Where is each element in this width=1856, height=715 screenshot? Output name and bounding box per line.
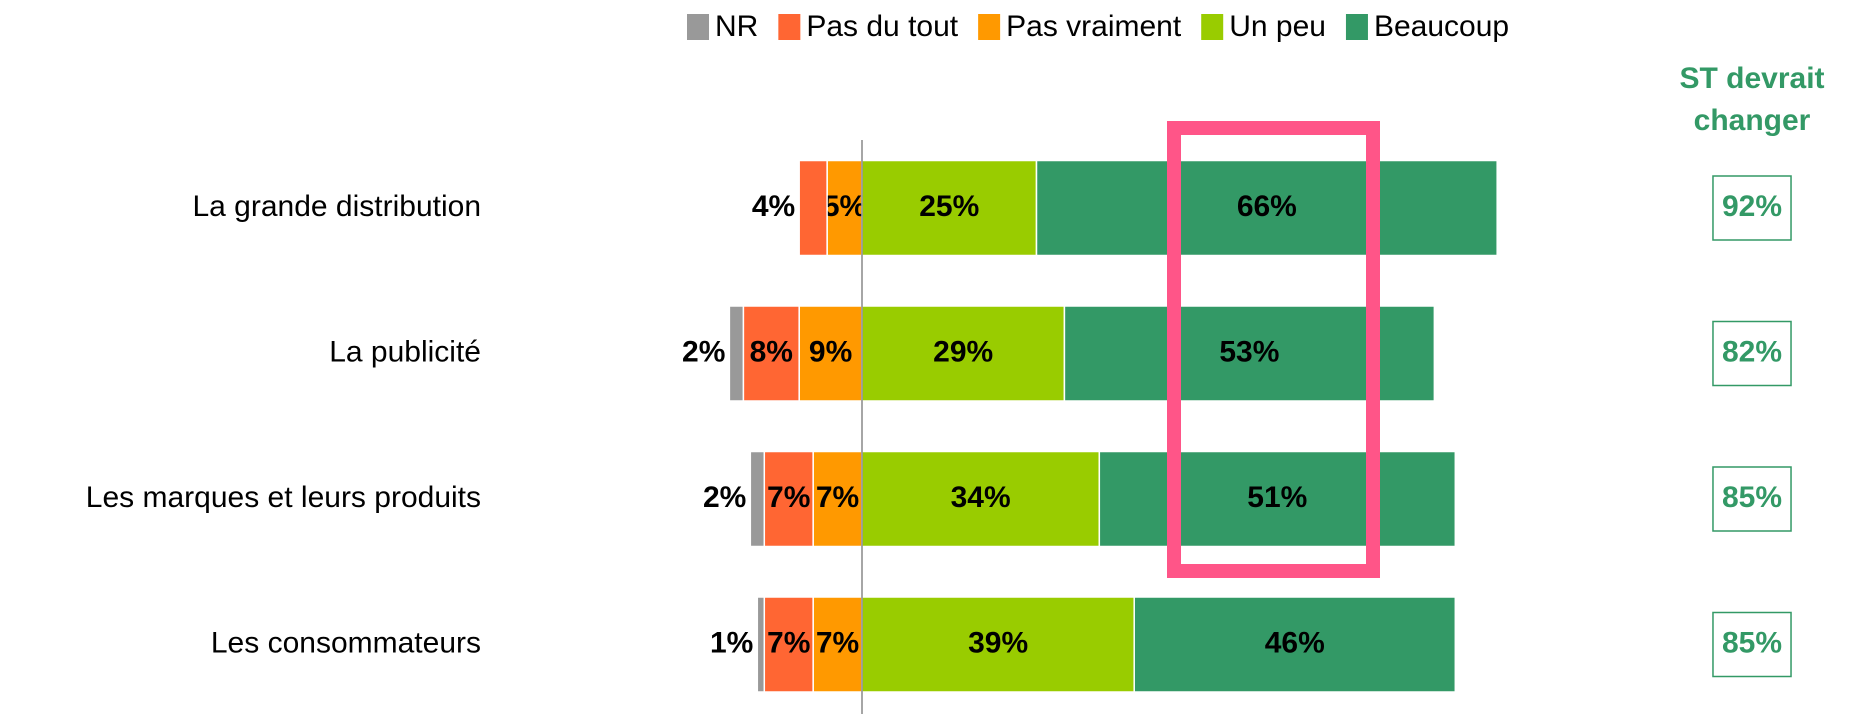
value-label: 7% — [816, 481, 859, 514]
value-label: 25% — [919, 190, 979, 223]
total-box — [1712, 466, 1792, 532]
total-label: 85% — [1722, 481, 1782, 514]
legend-swatch — [778, 14, 801, 40]
legend-label: Un peu — [1229, 10, 1326, 43]
legend-swatch — [687, 14, 709, 40]
value-label: 8% — [750, 335, 793, 368]
legend-label: Beaucoup — [1374, 10, 1509, 43]
bar-segment — [812, 596, 863, 693]
legend-swatch — [1345, 14, 1368, 40]
bar-segment — [1098, 450, 1457, 548]
bar-segment — [756, 596, 766, 693]
bar-segment — [749, 450, 766, 548]
value-label: 46% — [1265, 626, 1325, 659]
value-label: 4% — [752, 190, 795, 223]
value-label: 2% — [703, 481, 746, 514]
bar-segment — [798, 159, 828, 257]
totals-header: ST devrait changer — [1679, 62, 1825, 137]
value-label: 53% — [1219, 335, 1279, 368]
value-label: 7% — [767, 481, 810, 514]
value-label: 39% — [968, 626, 1028, 659]
category-label: Les consommateurs — [211, 626, 481, 659]
total-box — [1712, 320, 1792, 387]
bar-segment — [763, 450, 814, 548]
total-box — [1712, 611, 1792, 678]
value-label: 5% — [823, 190, 866, 223]
bar-segment — [861, 305, 1066, 402]
highlight-box — [1167, 121, 1380, 578]
legend-label: NR — [715, 10, 758, 43]
category-label: Les marques et leurs produits — [86, 481, 481, 514]
category-label: La grande distribution — [192, 190, 481, 223]
bar-segment — [1133, 596, 1457, 693]
value-label: 7% — [816, 626, 859, 659]
value-label: 9% — [809, 335, 852, 368]
bar-segment — [1035, 159, 1498, 257]
value-label: 34% — [951, 481, 1011, 514]
bar-segment — [861, 159, 1038, 257]
bar-segment — [861, 596, 1135, 693]
legend-swatch — [1201, 14, 1224, 40]
total-label: 92% — [1722, 190, 1782, 223]
value-label: 51% — [1247, 481, 1307, 514]
legend-label: Pas du tout — [806, 10, 958, 43]
value-label: 2% — [682, 335, 725, 368]
bar-segment — [728, 305, 745, 402]
total-label: 85% — [1722, 626, 1782, 659]
value-label: 29% — [933, 335, 993, 368]
value-label: 7% — [767, 626, 810, 659]
value-label: 1% — [710, 626, 753, 659]
value-label: 66% — [1237, 190, 1297, 223]
legend-swatch — [978, 14, 1001, 40]
legend-label: Pas vraiment — [1006, 10, 1182, 43]
category-label: La publicité — [329, 335, 481, 368]
total-box — [1712, 175, 1792, 241]
total-label: 82% — [1722, 335, 1782, 368]
bar-segment — [763, 596, 814, 693]
